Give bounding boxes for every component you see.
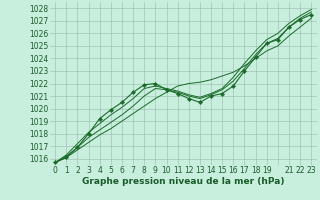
X-axis label: Graphe pression niveau de la mer (hPa): Graphe pression niveau de la mer (hPa) — [82, 177, 284, 186]
